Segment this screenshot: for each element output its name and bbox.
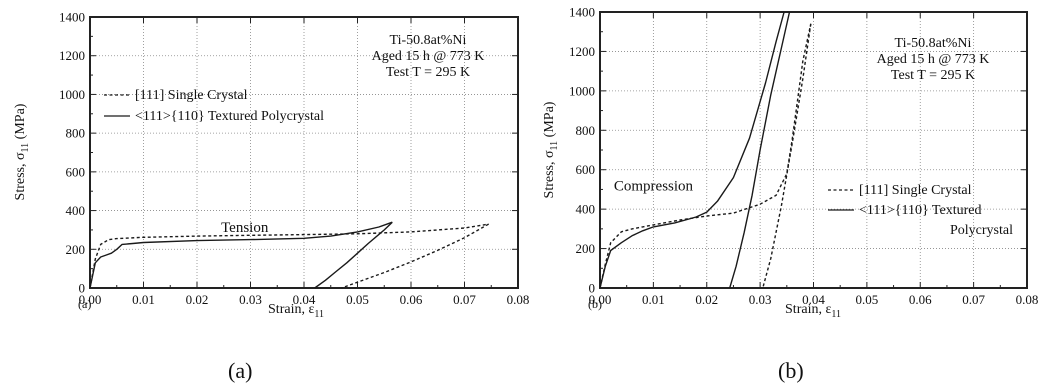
y-tick-label: 600: [576, 162, 596, 177]
x-tick-label: 0.03: [749, 292, 772, 307]
annotation-label: Compression: [614, 178, 694, 194]
condition-text: Test T = 295 K: [891, 68, 975, 83]
x-tick-label: 0.07: [453, 292, 476, 307]
y-tick-label: 600: [66, 164, 86, 179]
y-tick-label: 800: [66, 126, 86, 141]
caption-b: (b): [778, 358, 804, 383]
x-tick-label: 0.00: [589, 292, 612, 307]
panel-tag: (b): [588, 297, 602, 311]
x-tick-label: 0.04: [293, 292, 316, 307]
x-tick-label: 0.06: [909, 292, 932, 307]
x-tick-label: 0.06: [400, 292, 423, 307]
annotation-label: Tension: [221, 220, 269, 236]
legend-label: [111] Single Crystal: [859, 183, 972, 198]
legend-label: [111] Single Crystal: [135, 88, 248, 103]
y-tick-label: 800: [576, 123, 596, 138]
y-tick-label: 400: [66, 203, 86, 218]
condition-text: Ti-50.8at%Ni: [390, 33, 467, 48]
x-tick-label: 0.02: [186, 292, 209, 307]
chart-panel-a: 0.00 0.01 0.02 0.03 0.04 0.05 0.06 0.07 0.08 0 200…: [13, 10, 529, 321]
condition-text: Test T = 295 K: [386, 65, 470, 80]
y-tick-label: 1200: [569, 44, 595, 59]
y-tick-label: 0: [589, 281, 596, 296]
y-tick-label: 200: [576, 241, 596, 256]
series-line-3: [599, 11, 785, 289]
condition-text: Aged 15 h @ 773 K: [372, 49, 485, 64]
series-line-3: [89, 221, 393, 289]
x-axis-label: Strain, ε11: [268, 302, 324, 320]
series-line-1: [599, 23, 812, 289]
x-tick-label: 0.05: [346, 292, 369, 307]
series-line-4: [729, 11, 791, 289]
x-tick-label: 0.05: [856, 292, 879, 307]
y-tick-label: 1400: [569, 5, 595, 20]
y-tick-label: 1400: [59, 10, 85, 25]
y-tick-label: 0: [79, 281, 86, 296]
chart-panel-b: 0.00 0.01 0.02 0.03 0.04 0.05 0.06 0.07 0.08 0 200…: [542, 5, 1038, 321]
y-axis-label: Stress, σ11 (MPa): [542, 101, 560, 198]
x-axis-label: Strain, ε11: [785, 302, 841, 320]
legend-label-continued: Polycrystal: [950, 223, 1013, 238]
series-line-4: [314, 221, 393, 289]
y-tick-label: 1000: [569, 83, 595, 98]
x-tick-label: 0.02: [695, 292, 718, 307]
series-line-1: [89, 223, 489, 289]
x-tick-label: 0.01: [642, 292, 665, 307]
x-tick-label: 0.01: [132, 292, 155, 307]
condition-text: Ti-50.8at%Ni: [895, 36, 972, 51]
y-tick-label: 1000: [59, 87, 85, 102]
y-tick-label: 200: [66, 242, 86, 257]
legend-label: <111>{110} Textured Polycrystal: [135, 109, 324, 124]
x-tick-label: 0.00: [79, 292, 102, 307]
x-tick-label: 0.03: [239, 292, 262, 307]
legend-label: <111>{110} Textured: [859, 203, 981, 218]
panel-tag: (a): [78, 297, 91, 311]
y-axis-label: Stress, σ11 (MPa): [13, 103, 31, 200]
x-tick-label: 0.08: [507, 292, 530, 307]
series-line-2: [341, 223, 489, 289]
y-tick-label: 1200: [59, 48, 85, 63]
caption-a: (a): [228, 358, 253, 383]
x-tick-label: 0.04: [802, 292, 825, 307]
series-line-2: [762, 23, 812, 289]
x-tick-label: 0.07: [962, 292, 985, 307]
x-tick-label: 0.08: [1016, 292, 1038, 307]
condition-text: Aged 15 h @ 773 K: [877, 52, 990, 67]
y-tick-label: 400: [576, 202, 596, 217]
